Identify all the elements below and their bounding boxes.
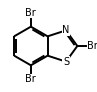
Text: Br: Br xyxy=(26,74,36,84)
Text: Br: Br xyxy=(87,41,97,51)
Text: N: N xyxy=(62,25,70,35)
Text: S: S xyxy=(63,57,69,67)
Text: Br: Br xyxy=(26,8,36,18)
